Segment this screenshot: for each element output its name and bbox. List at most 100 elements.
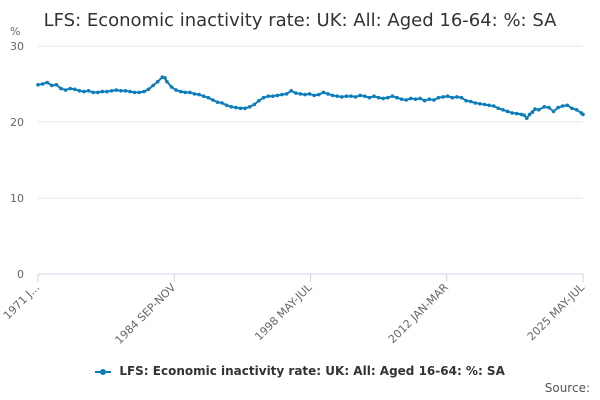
data-point[interactable] xyxy=(280,92,284,97)
data-point[interactable] xyxy=(427,97,432,101)
data-point[interactable] xyxy=(63,88,68,92)
data-point[interactable] xyxy=(275,93,280,98)
data-point[interactable] xyxy=(312,93,317,98)
data-point[interactable] xyxy=(519,112,524,117)
data-point[interactable] xyxy=(257,98,261,103)
data-point[interactable] xyxy=(238,106,243,111)
data-point[interactable] xyxy=(294,91,298,95)
data-point[interactable] xyxy=(376,95,381,100)
data-point[interactable] xyxy=(441,95,445,99)
data-point[interactable] xyxy=(261,95,266,100)
data-point[interactable] xyxy=(146,87,151,92)
data-point[interactable] xyxy=(510,111,514,115)
data-point[interactable] xyxy=(547,105,551,110)
data-point[interactable] xyxy=(436,95,441,100)
data-point[interactable] xyxy=(367,95,372,100)
data-point[interactable] xyxy=(137,90,142,95)
data-point[interactable] xyxy=(132,90,137,95)
data-point[interactable] xyxy=(542,105,547,109)
data-point[interactable] xyxy=(464,98,468,103)
data-point[interactable] xyxy=(96,90,100,95)
data-point[interactable] xyxy=(40,82,45,86)
data-point[interactable] xyxy=(349,94,353,98)
data-point[interactable] xyxy=(390,94,395,98)
data-point[interactable] xyxy=(422,98,427,103)
data-point[interactable] xyxy=(514,111,519,116)
data-point[interactable] xyxy=(335,94,340,98)
data-point[interactable] xyxy=(201,94,206,98)
data-point[interactable] xyxy=(491,104,496,108)
data-point[interactable] xyxy=(530,110,535,114)
data-point[interactable] xyxy=(206,95,211,100)
data-point[interactable] xyxy=(271,94,275,98)
data-point[interactable] xyxy=(570,106,574,111)
data-point[interactable] xyxy=(330,93,335,98)
data-point[interactable] xyxy=(445,94,450,98)
data-point[interactable] xyxy=(54,83,59,87)
data-point[interactable] xyxy=(418,96,422,101)
data-point[interactable] xyxy=(247,105,252,109)
data-point[interactable] xyxy=(243,106,247,111)
data-point[interactable] xyxy=(386,95,390,100)
data-point[interactable] xyxy=(363,94,367,98)
data-point[interactable] xyxy=(317,92,321,97)
data-point[interactable] xyxy=(581,112,585,117)
data-point[interactable] xyxy=(183,90,188,95)
data-point[interactable] xyxy=(91,90,95,95)
data-point[interactable] xyxy=(229,105,234,109)
data-point[interactable] xyxy=(551,109,556,114)
data-point[interactable] xyxy=(404,98,409,102)
data-point[interactable] xyxy=(432,98,436,102)
data-point[interactable] xyxy=(192,92,197,96)
data-point[interactable] xyxy=(123,89,128,93)
data-point[interactable] xyxy=(178,89,183,94)
data-point[interactable] xyxy=(284,92,289,96)
data-point[interactable] xyxy=(565,103,570,108)
data-point[interactable] xyxy=(82,89,86,94)
data-point[interactable] xyxy=(496,106,501,111)
data-point[interactable] xyxy=(224,103,229,108)
data-point[interactable] xyxy=(197,92,201,97)
data-point[interactable] xyxy=(128,89,132,94)
data-point[interactable] xyxy=(77,89,82,93)
data-point[interactable] xyxy=(478,102,482,106)
data-point[interactable] xyxy=(234,105,238,110)
data-point[interactable] xyxy=(215,100,220,104)
series-line[interactable] xyxy=(37,76,584,120)
data-point[interactable] xyxy=(459,95,464,100)
data-point[interactable] xyxy=(399,97,404,101)
data-point[interactable] xyxy=(395,95,399,100)
data-point[interactable] xyxy=(220,101,224,105)
data-point[interactable] xyxy=(340,95,344,99)
data-point[interactable] xyxy=(326,92,330,96)
data-point[interactable] xyxy=(155,79,160,84)
data-point[interactable] xyxy=(413,97,418,101)
data-point[interactable] xyxy=(533,107,537,111)
data-point[interactable] xyxy=(501,108,505,112)
data-point[interactable] xyxy=(73,87,77,92)
data-point[interactable] xyxy=(527,112,532,117)
data-point[interactable] xyxy=(556,105,560,110)
data-point[interactable] xyxy=(163,76,167,80)
data-point[interactable] xyxy=(114,88,119,92)
data-point[interactable] xyxy=(298,92,303,96)
data-point[interactable] xyxy=(321,90,326,95)
data-point[interactable] xyxy=(353,95,358,99)
data-point[interactable] xyxy=(468,99,473,104)
data-point[interactable] xyxy=(188,90,192,95)
data-point[interactable] xyxy=(525,116,529,120)
data-point[interactable] xyxy=(372,94,376,98)
data-point[interactable] xyxy=(252,102,257,107)
data-point[interactable] xyxy=(522,113,526,117)
data-point[interactable] xyxy=(482,102,487,107)
data-point[interactable] xyxy=(344,94,349,98)
data-point[interactable] xyxy=(289,89,294,93)
data-point[interactable] xyxy=(105,89,109,94)
data-point[interactable] xyxy=(169,85,174,89)
data-point[interactable] xyxy=(50,83,54,88)
data-point[interactable] xyxy=(473,101,478,105)
data-point[interactable] xyxy=(358,93,363,98)
data-point[interactable] xyxy=(307,92,312,96)
legend[interactable]: LFS: Economic inactivity rate: UK: All: … xyxy=(0,364,600,378)
data-point[interactable] xyxy=(266,94,271,98)
